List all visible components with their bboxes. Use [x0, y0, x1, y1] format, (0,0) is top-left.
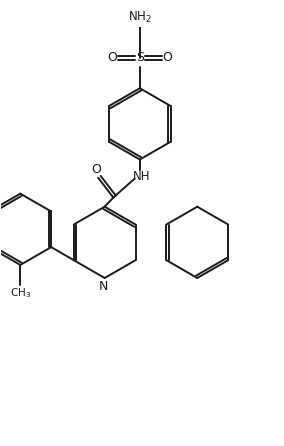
Text: NH: NH: [133, 170, 150, 183]
Text: O: O: [162, 51, 172, 64]
Text: O: O: [108, 51, 117, 64]
Text: O: O: [91, 163, 101, 176]
Text: N: N: [99, 280, 108, 293]
Text: S: S: [136, 51, 144, 64]
Text: CH$_3$: CH$_3$: [10, 287, 31, 301]
Text: NH$_2$: NH$_2$: [128, 10, 152, 25]
